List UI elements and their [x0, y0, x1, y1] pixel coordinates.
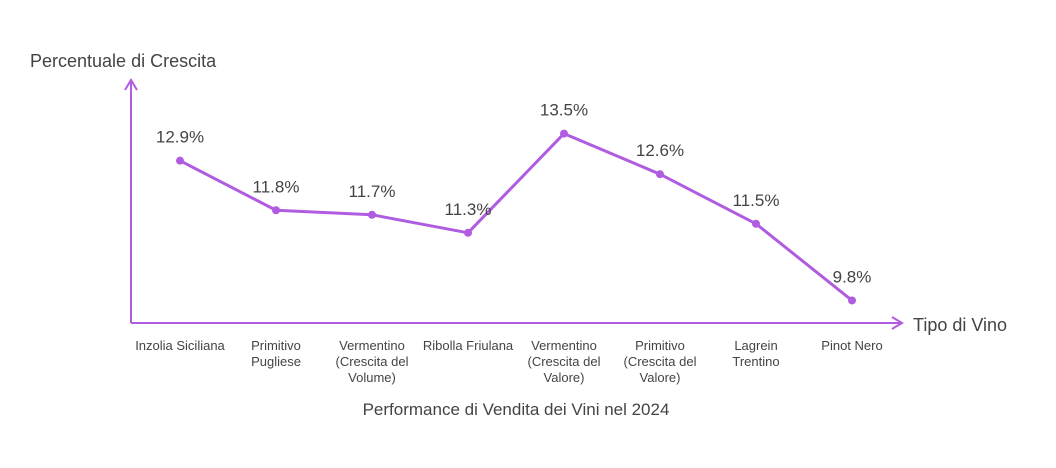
x-axis-label: Tipo di Vino [913, 315, 1007, 335]
data-label: 11.5% [733, 191, 780, 210]
data-label: 11.8% [253, 177, 300, 196]
point [368, 210, 376, 219]
point [464, 228, 472, 237]
axes [124, 78, 904, 330]
data-label: 12.6% [636, 141, 684, 160]
data-label: 11.7% [349, 182, 396, 201]
x-tick-label: Lagrein Trentino [732, 338, 780, 369]
data-label: 12.9% [156, 128, 204, 147]
line [179, 132, 853, 302]
data-label: 9.8% [833, 267, 872, 286]
x-tick-label: Primitivo (Crescita del Valore) [623, 338, 697, 385]
x-tick-label: Ribolla Friulana [422, 338, 514, 353]
x-tick-label: Primitivo Pugliese [251, 338, 301, 369]
point [272, 206, 280, 215]
chart-title: Performance di Vendita dei Vini nel 2024 [363, 400, 670, 419]
point [176, 156, 184, 165]
x-tick-label: Pinot Nero [821, 338, 883, 353]
x-tick-label: Vermentino (Crescita del Volume) [335, 338, 409, 385]
y-axis-label: Percentuale di Crescita [30, 51, 217, 71]
point [560, 129, 568, 138]
data-label: 13.5% [540, 101, 588, 120]
point [848, 296, 856, 305]
data-label: 11.3% [445, 200, 492, 219]
point [752, 219, 760, 228]
x-tick-label: Inzolia Siciliana [135, 338, 225, 353]
x-tick-label: Vermentino (Crescita del Valore) [527, 338, 601, 385]
point [656, 170, 664, 179]
